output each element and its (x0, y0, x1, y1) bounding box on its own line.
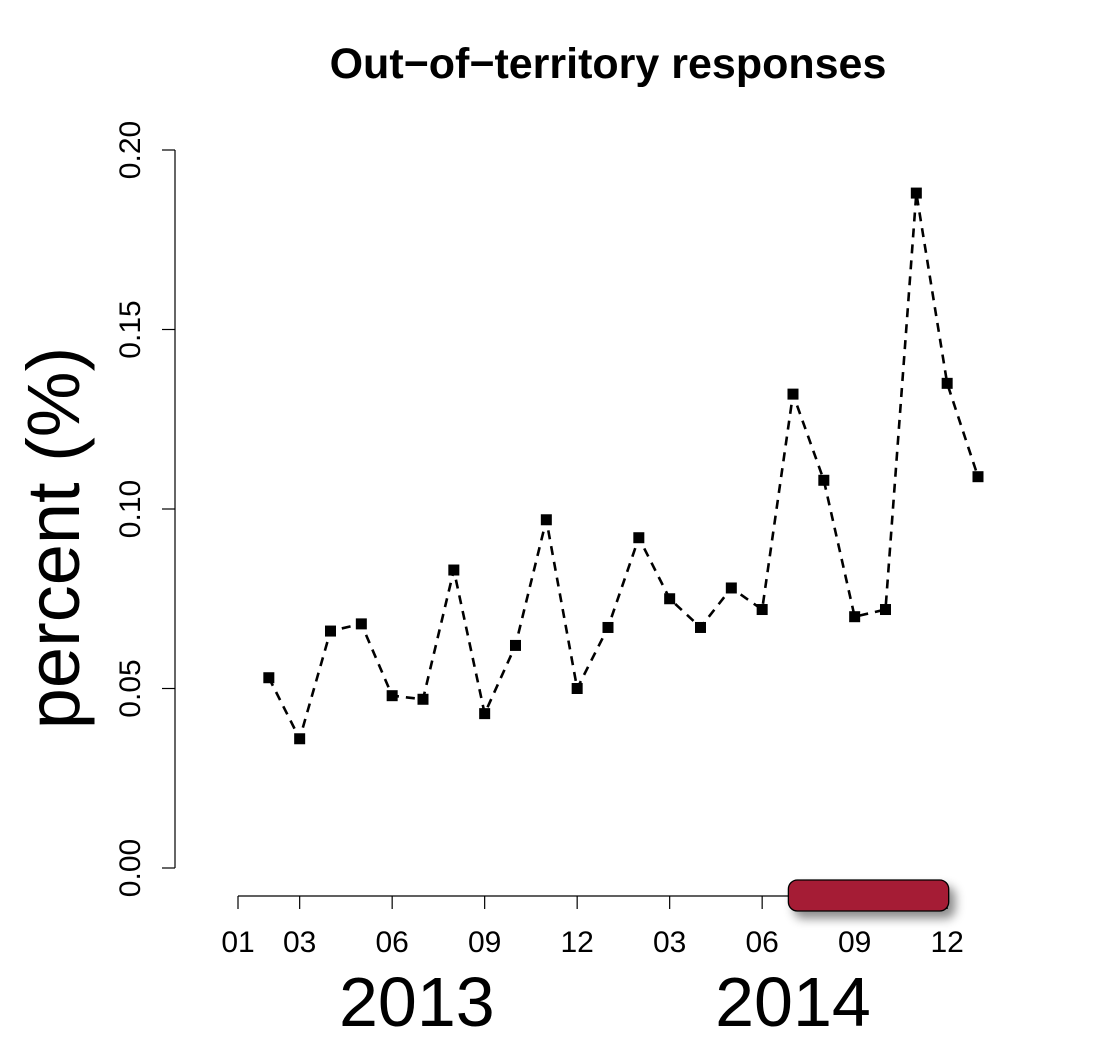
series-path (267, 192, 980, 743)
x-tick-label: 06 (745, 926, 778, 959)
data-point (849, 611, 861, 623)
data-point (787, 388, 799, 400)
y-tick-label: 0.00 (114, 839, 147, 897)
data-point (818, 474, 830, 486)
data-point (324, 625, 336, 637)
data-point (571, 683, 583, 694)
data-point (509, 639, 521, 651)
x-tick-label: 06 (375, 926, 408, 959)
data-point (417, 693, 429, 705)
highlight-period (787, 879, 950, 912)
data-point (756, 604, 768, 616)
x-tick-label: 12 (560, 926, 593, 959)
y-axis: 0.00 0.05 0.10 0.15 0.20 (114, 121, 176, 897)
data-point (694, 621, 706, 633)
data-point (540, 514, 552, 526)
series-line (263, 187, 984, 745)
data-point (941, 377, 953, 389)
data-point (664, 593, 676, 605)
x-tick-label: 09 (468, 926, 501, 959)
data-point (386, 690, 398, 702)
data-point (972, 471, 984, 483)
data-point (479, 708, 491, 720)
data-point (725, 582, 737, 594)
data-point (910, 187, 922, 199)
x-tick-label: 03 (283, 926, 316, 959)
y-tick-label: 0.05 (114, 659, 147, 717)
year-label: 2014 (715, 963, 871, 1041)
y-tick-label: 0.15 (114, 300, 147, 358)
data-point (879, 604, 891, 616)
data-point (448, 564, 460, 576)
year-label: 2013 (339, 963, 495, 1041)
data-point (633, 532, 645, 544)
highlight-bar (787, 879, 950, 912)
data-point (263, 672, 275, 684)
x-axis: 01 03 06 09 12 03 06 09 12 2013 2014 (221, 895, 964, 1041)
x-tick-label: 03 (653, 926, 686, 959)
x-tick-label: 09 (838, 926, 871, 959)
chart-title: Out−of−territory responses (330, 40, 887, 88)
data-point (602, 621, 614, 633)
x-tick-label: 01 (221, 926, 254, 959)
x-tick-label: 12 (930, 926, 963, 959)
y-tick-label: 0.10 (114, 480, 147, 538)
y-tick-label: 0.20 (114, 121, 147, 179)
data-point (355, 618, 367, 630)
data-point (294, 733, 306, 745)
y-axis-label: percent (%) (12, 347, 95, 729)
